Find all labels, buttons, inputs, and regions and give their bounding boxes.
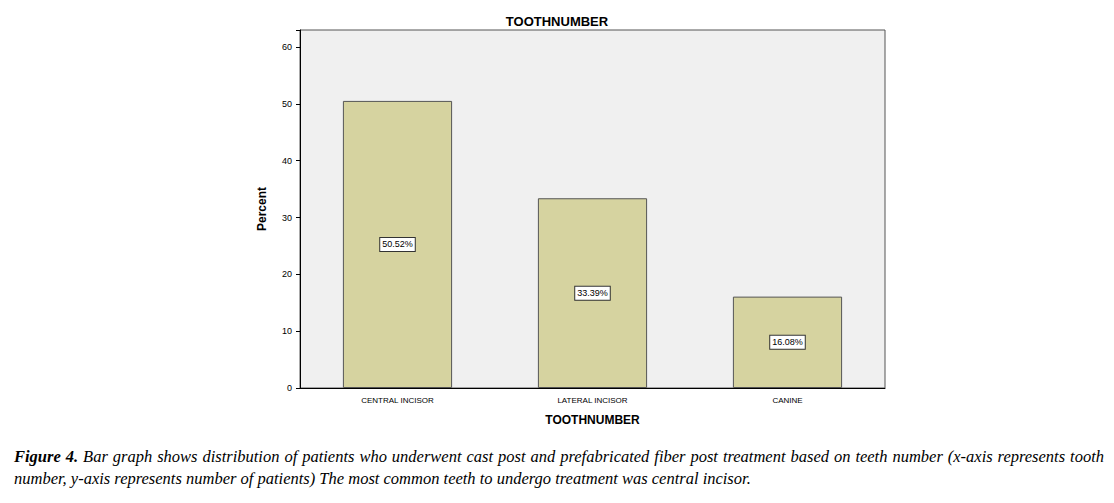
svg-text:0: 0: [287, 383, 292, 393]
svg-text:16.08%: 16.08%: [772, 337, 803, 347]
svg-text:10: 10: [282, 326, 292, 336]
html-text:Figure 4. Bar graph shows dist: Figure 4. Bar graph shows distribution o…: [14, 447, 1104, 488]
svg-text:Percent: Percent: [255, 187, 269, 231]
svg-text:20: 20: [282, 269, 292, 279]
svg-text:LATERAL INCISOR: LATERAL INCISOR: [557, 396, 627, 405]
svg-text:30: 30: [282, 213, 292, 223]
svg-text:50: 50: [282, 99, 292, 109]
svg-text:33.39%: 33.39%: [577, 288, 608, 298]
svg-text:CENTRAL INCISOR: CENTRAL INCISOR: [361, 396, 434, 405]
svg-text:60: 60: [282, 42, 292, 52]
svg-text:TOOTHNUMBER: TOOTHNUMBER: [506, 14, 609, 29]
svg-text:TOOTHNUMBER: TOOTHNUMBER: [545, 413, 640, 427]
svg-text:50.52%: 50.52%: [382, 239, 413, 249]
svg-text:40: 40: [282, 156, 292, 166]
svg-text:CANINE: CANINE: [772, 396, 802, 405]
